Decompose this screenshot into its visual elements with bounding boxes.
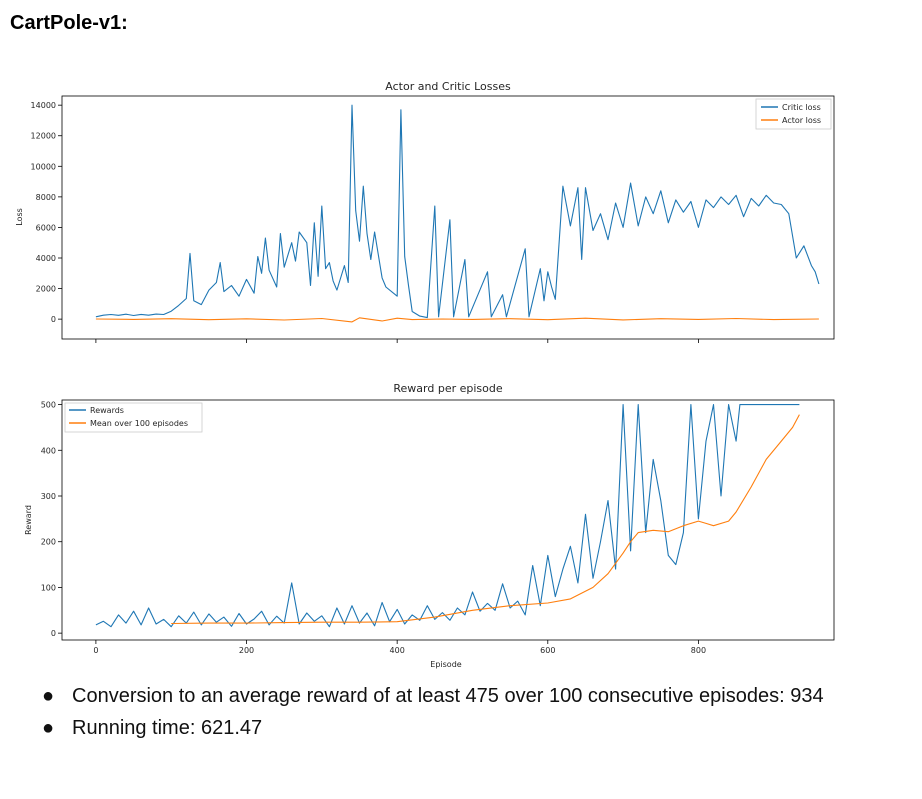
reward-series xyxy=(95,404,800,628)
reward-series-line-1 xyxy=(171,414,800,625)
legend-mean-label: Mean over 100 episodes xyxy=(90,419,188,428)
y-tick-label: 14000 xyxy=(31,101,56,110)
x-tick-label: 800 xyxy=(691,646,706,655)
charts-canvas: Actor and Critic Losses 0200040006000800… xyxy=(15,80,835,669)
y-tick-label: 8000 xyxy=(36,193,56,202)
reward-plot-area xyxy=(61,399,835,641)
losses-legend-box xyxy=(755,98,832,130)
y-tick-label: 4000 xyxy=(36,254,56,263)
losses-chart: Actor and Critic Losses 0 2000 4000 6000 800… xyxy=(15,80,835,343)
y-tick-label: 10000 xyxy=(31,162,56,171)
y-tick-label: 100 xyxy=(41,583,56,592)
reward-chart-title: Reward per episode xyxy=(393,382,502,395)
bullet-dot: ● xyxy=(42,717,55,739)
summary-item-conversion: ● Conversion to an average reward of at l… xyxy=(40,683,900,709)
bullet-dot: ● xyxy=(42,685,55,707)
y-tick-label: 6000 xyxy=(36,223,56,232)
losses-series-line-0 xyxy=(95,104,820,319)
y-tick-label: 0 xyxy=(51,629,56,638)
y-tick-label: 2000 xyxy=(36,285,56,294)
x-tick-label: 400 xyxy=(390,646,405,655)
losses-y-ticks: 0 2000 4000 6000 8000 10000 12000 14000 xyxy=(31,101,699,343)
reward-y-ticks: 0 100 200 300 400 500 xyxy=(41,401,62,638)
losses-y-axis-label: Loss xyxy=(15,208,24,226)
losses-series-line-1 xyxy=(95,317,819,323)
y-tick-label: 400 xyxy=(41,446,56,455)
reward-series-line-0 xyxy=(95,404,800,628)
losses-chart-title: Actor and Critic Losses xyxy=(385,80,511,93)
y-tick-label: 0 xyxy=(51,315,56,324)
y-tick-label: 500 xyxy=(41,401,56,410)
reward-legend: Rewards Mean over 100 episodes xyxy=(64,402,203,433)
losses-series xyxy=(95,104,820,323)
x-tick-label: 200 xyxy=(239,646,254,655)
reward-y-axis-label: Reward xyxy=(24,505,33,535)
reward-x-axis-label: Episode xyxy=(430,660,461,669)
legend-critic-label: Critic loss xyxy=(782,103,821,112)
legend-rewards-label: Rewards xyxy=(90,406,124,415)
summary-list: ● Conversion to an average reward of at l… xyxy=(40,683,900,747)
x-tick-label: 600 xyxy=(540,646,555,655)
summary-conversion-text: Conversion to an average reward of at le… xyxy=(72,685,824,707)
y-tick-label: 200 xyxy=(41,538,56,547)
legend-actor-label: Actor loss xyxy=(782,116,821,125)
reward-chart: Reward per episode 0 100 200 300 400 500 0 200… xyxy=(24,382,835,669)
reward-legend-box xyxy=(64,402,203,433)
summary-item-runtime: ● Running time: 621.47 xyxy=(40,715,900,741)
y-tick-label: 300 xyxy=(41,492,56,501)
page-title: CartPole-v1: xyxy=(10,12,128,34)
y-tick-label: 12000 xyxy=(31,132,56,141)
losses-legend: Critic loss Actor loss xyxy=(755,98,832,130)
x-tick-label: 0 xyxy=(93,646,98,655)
losses-plot-area xyxy=(61,95,835,340)
summary-runtime-text: Running time: 621.47 xyxy=(72,717,263,739)
reward-x-ticks: 0 200 400 600 800 xyxy=(93,640,706,655)
